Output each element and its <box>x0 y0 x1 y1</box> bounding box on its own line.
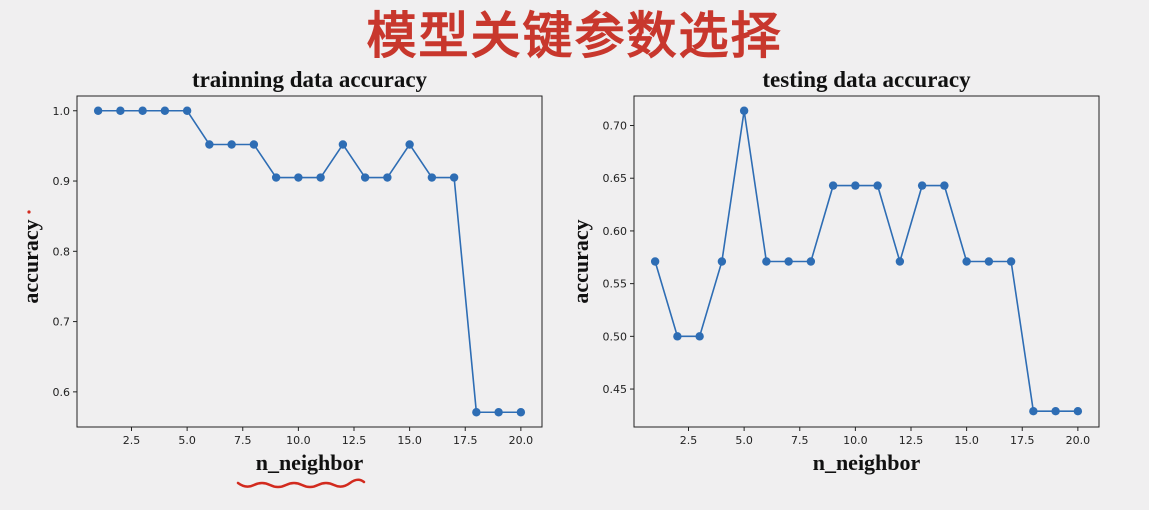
chart1-ytick-label: 1.0 <box>53 105 71 118</box>
chart1-data-point <box>472 408 481 417</box>
chart2-ytick-label: 0.65 <box>603 172 628 185</box>
chart1-title: trainning data accuracy <box>192 67 428 92</box>
chart2-xtick-label: 20.0 <box>1066 434 1091 447</box>
chart2-data-point <box>673 332 682 341</box>
chart1-data-point <box>494 408 503 417</box>
chart2-ytick-label: 0.50 <box>603 330 628 343</box>
chart2-data-point <box>895 257 905 266</box>
chart1-xtick-label: 15.0 <box>397 434 422 447</box>
chart2-xtick-label: 5.0 <box>735 434 753 447</box>
chart2-data-point <box>828 181 838 190</box>
chart1-ytick-label: 0.9 <box>53 175 71 188</box>
chart2-ytick-label: 0.70 <box>603 120 628 133</box>
red-underline-annotation <box>236 478 366 489</box>
chart1-xtick-label: 5.0 <box>178 434 196 447</box>
chart2-ytick-label: 0.55 <box>603 278 628 291</box>
chart2-data-point <box>806 257 816 266</box>
chart1-xtick-label: 12.5 <box>342 434 367 447</box>
chart2-title: testing data accuracy <box>762 67 971 92</box>
chart1-data-point <box>160 106 170 115</box>
chart2-axes-frame <box>633 95 1100 428</box>
red-dot-annotation <box>27 210 31 214</box>
chart2-xlabel: n_neighbor <box>813 450 921 475</box>
chart2-data-point <box>984 257 994 266</box>
chart1-ytick-label: 0.8 <box>53 245 71 258</box>
chart2-data-point <box>784 257 793 266</box>
chart1-data-point <box>182 106 192 115</box>
chart2-ytick-label: 0.60 <box>603 225 628 238</box>
chart1-data-point <box>249 140 259 149</box>
chart2-data-point <box>650 257 660 266</box>
chart1-data-point <box>338 140 348 149</box>
chart1-axes-frame <box>76 95 543 428</box>
chart1-ytick-label: 0.6 <box>53 386 71 399</box>
chart1-data-point <box>405 140 414 149</box>
chart1-data-point <box>93 106 103 115</box>
chart1-xtick-label: 17.5 <box>453 434 478 447</box>
chart1-xlabel: n_neighbor <box>256 450 364 475</box>
chart2-xtick-label: 15.0 <box>954 434 979 447</box>
chart2-xtick-label: 10.0 <box>843 434 868 447</box>
chart2-data-point <box>1006 257 1016 266</box>
chart2-data-point <box>1029 406 1038 416</box>
chart2-data-point <box>851 181 860 190</box>
chart2-data-point <box>962 257 971 266</box>
chart2-ylabel: accuracy <box>568 219 593 303</box>
chart1-xtick-label: 10.0 <box>286 434 311 447</box>
chart1-data-point <box>271 173 281 182</box>
chart2-xtick-label: 12.5 <box>899 434 924 447</box>
chart1-data-point <box>360 173 370 182</box>
chart2-ytick-label: 0.45 <box>603 383 628 396</box>
chart1-xtick-label: 2.5 <box>123 434 141 447</box>
chart2-data-point <box>739 106 749 115</box>
chart1-series-line <box>98 109 521 414</box>
chart1-data-point <box>116 106 125 115</box>
chart1-data-point <box>427 173 437 182</box>
chart2-data-point <box>940 181 949 190</box>
chart1-xtick-label: 7.5 <box>234 434 252 447</box>
chart1-data-point <box>294 173 303 182</box>
chart2-data-point <box>762 257 771 266</box>
chart2-data-point <box>695 332 704 341</box>
chart1-data-point <box>316 173 325 182</box>
chart1-ytick-label: 0.7 <box>53 316 71 329</box>
chart2-data-point <box>873 181 882 190</box>
chart1-xtick-label: 20.0 <box>509 434 534 447</box>
chart2-data-point <box>1051 406 1060 416</box>
chart1-data-point <box>516 408 526 417</box>
chart1-data-point <box>227 140 236 149</box>
chart1-ylabel: accuracy <box>18 219 43 303</box>
chart2-xtick-label: 17.5 <box>1010 434 1035 447</box>
chart1-data-point <box>449 173 459 182</box>
chart2-data-point <box>717 257 727 266</box>
chart1-data-point <box>383 173 392 182</box>
chart1-data-point <box>205 140 214 149</box>
chart2-xtick-label: 2.5 <box>680 434 698 447</box>
chart1-data-point <box>138 106 147 115</box>
chart2-data-point <box>1073 406 1083 416</box>
chart2-data-point <box>917 181 927 190</box>
page-title: 模型关键参数选择 <box>366 7 783 65</box>
chart2-xtick-label: 7.5 <box>791 434 809 447</box>
